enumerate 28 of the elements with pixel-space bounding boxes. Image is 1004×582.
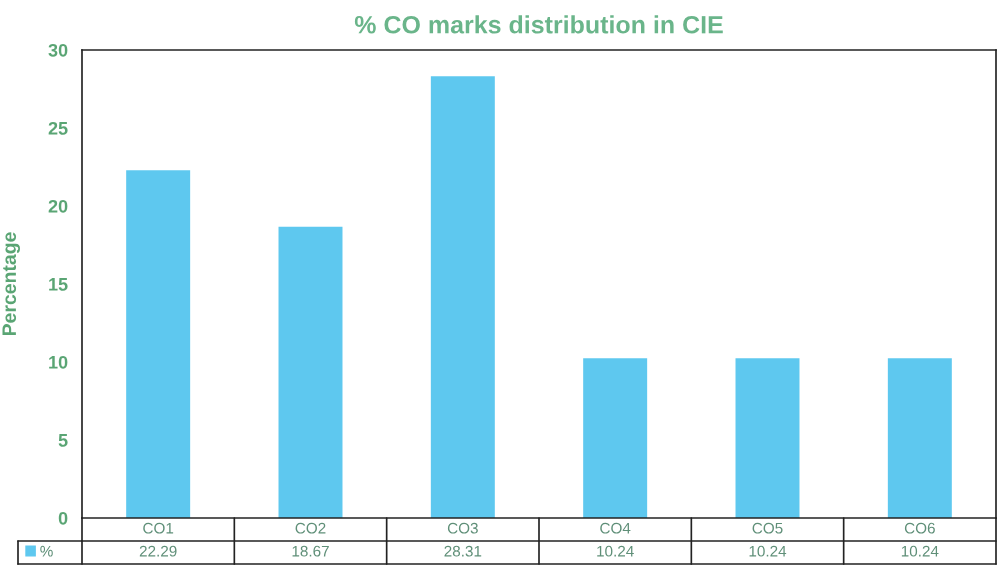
y-tick-label: 15 [49, 278, 68, 291]
data-label: 18.67 [292, 545, 329, 557]
y-tick-label: 20 [48, 199, 68, 213]
x-tick-label: CO2 [295, 522, 326, 534]
y-tick-label: 0 [58, 511, 68, 525]
bar [887, 358, 952, 518]
chart-title: % CO marks distribution in CIE [354, 15, 723, 34]
data-label: 10.24 [749, 545, 787, 557]
x-tick-label: CO6 [904, 522, 935, 534]
bar [583, 358, 648, 518]
data-label: 22.29 [139, 545, 177, 557]
x-tick-label: CO5 [752, 522, 783, 534]
bar [735, 358, 800, 518]
x-tick-label: CO1 [143, 522, 174, 534]
legend-label: % [40, 545, 53, 557]
y-tick-label: 5 [58, 434, 68, 447]
y-tick-label: 25 [48, 121, 68, 135]
bar [278, 226, 343, 518]
y-axis-title: Percentage [2, 232, 20, 336]
x-tick-label: CO3 [447, 522, 478, 534]
data-label: 10.24 [597, 545, 634, 557]
bar [430, 76, 495, 518]
bar [126, 170, 191, 518]
y-tick-label: 10 [49, 355, 68, 369]
y-tick-label: 30 [48, 43, 68, 57]
x-tick-label: CO4 [600, 522, 631, 534]
data-label: 10.24 [901, 545, 939, 557]
data-label: 28.31 [444, 545, 482, 557]
